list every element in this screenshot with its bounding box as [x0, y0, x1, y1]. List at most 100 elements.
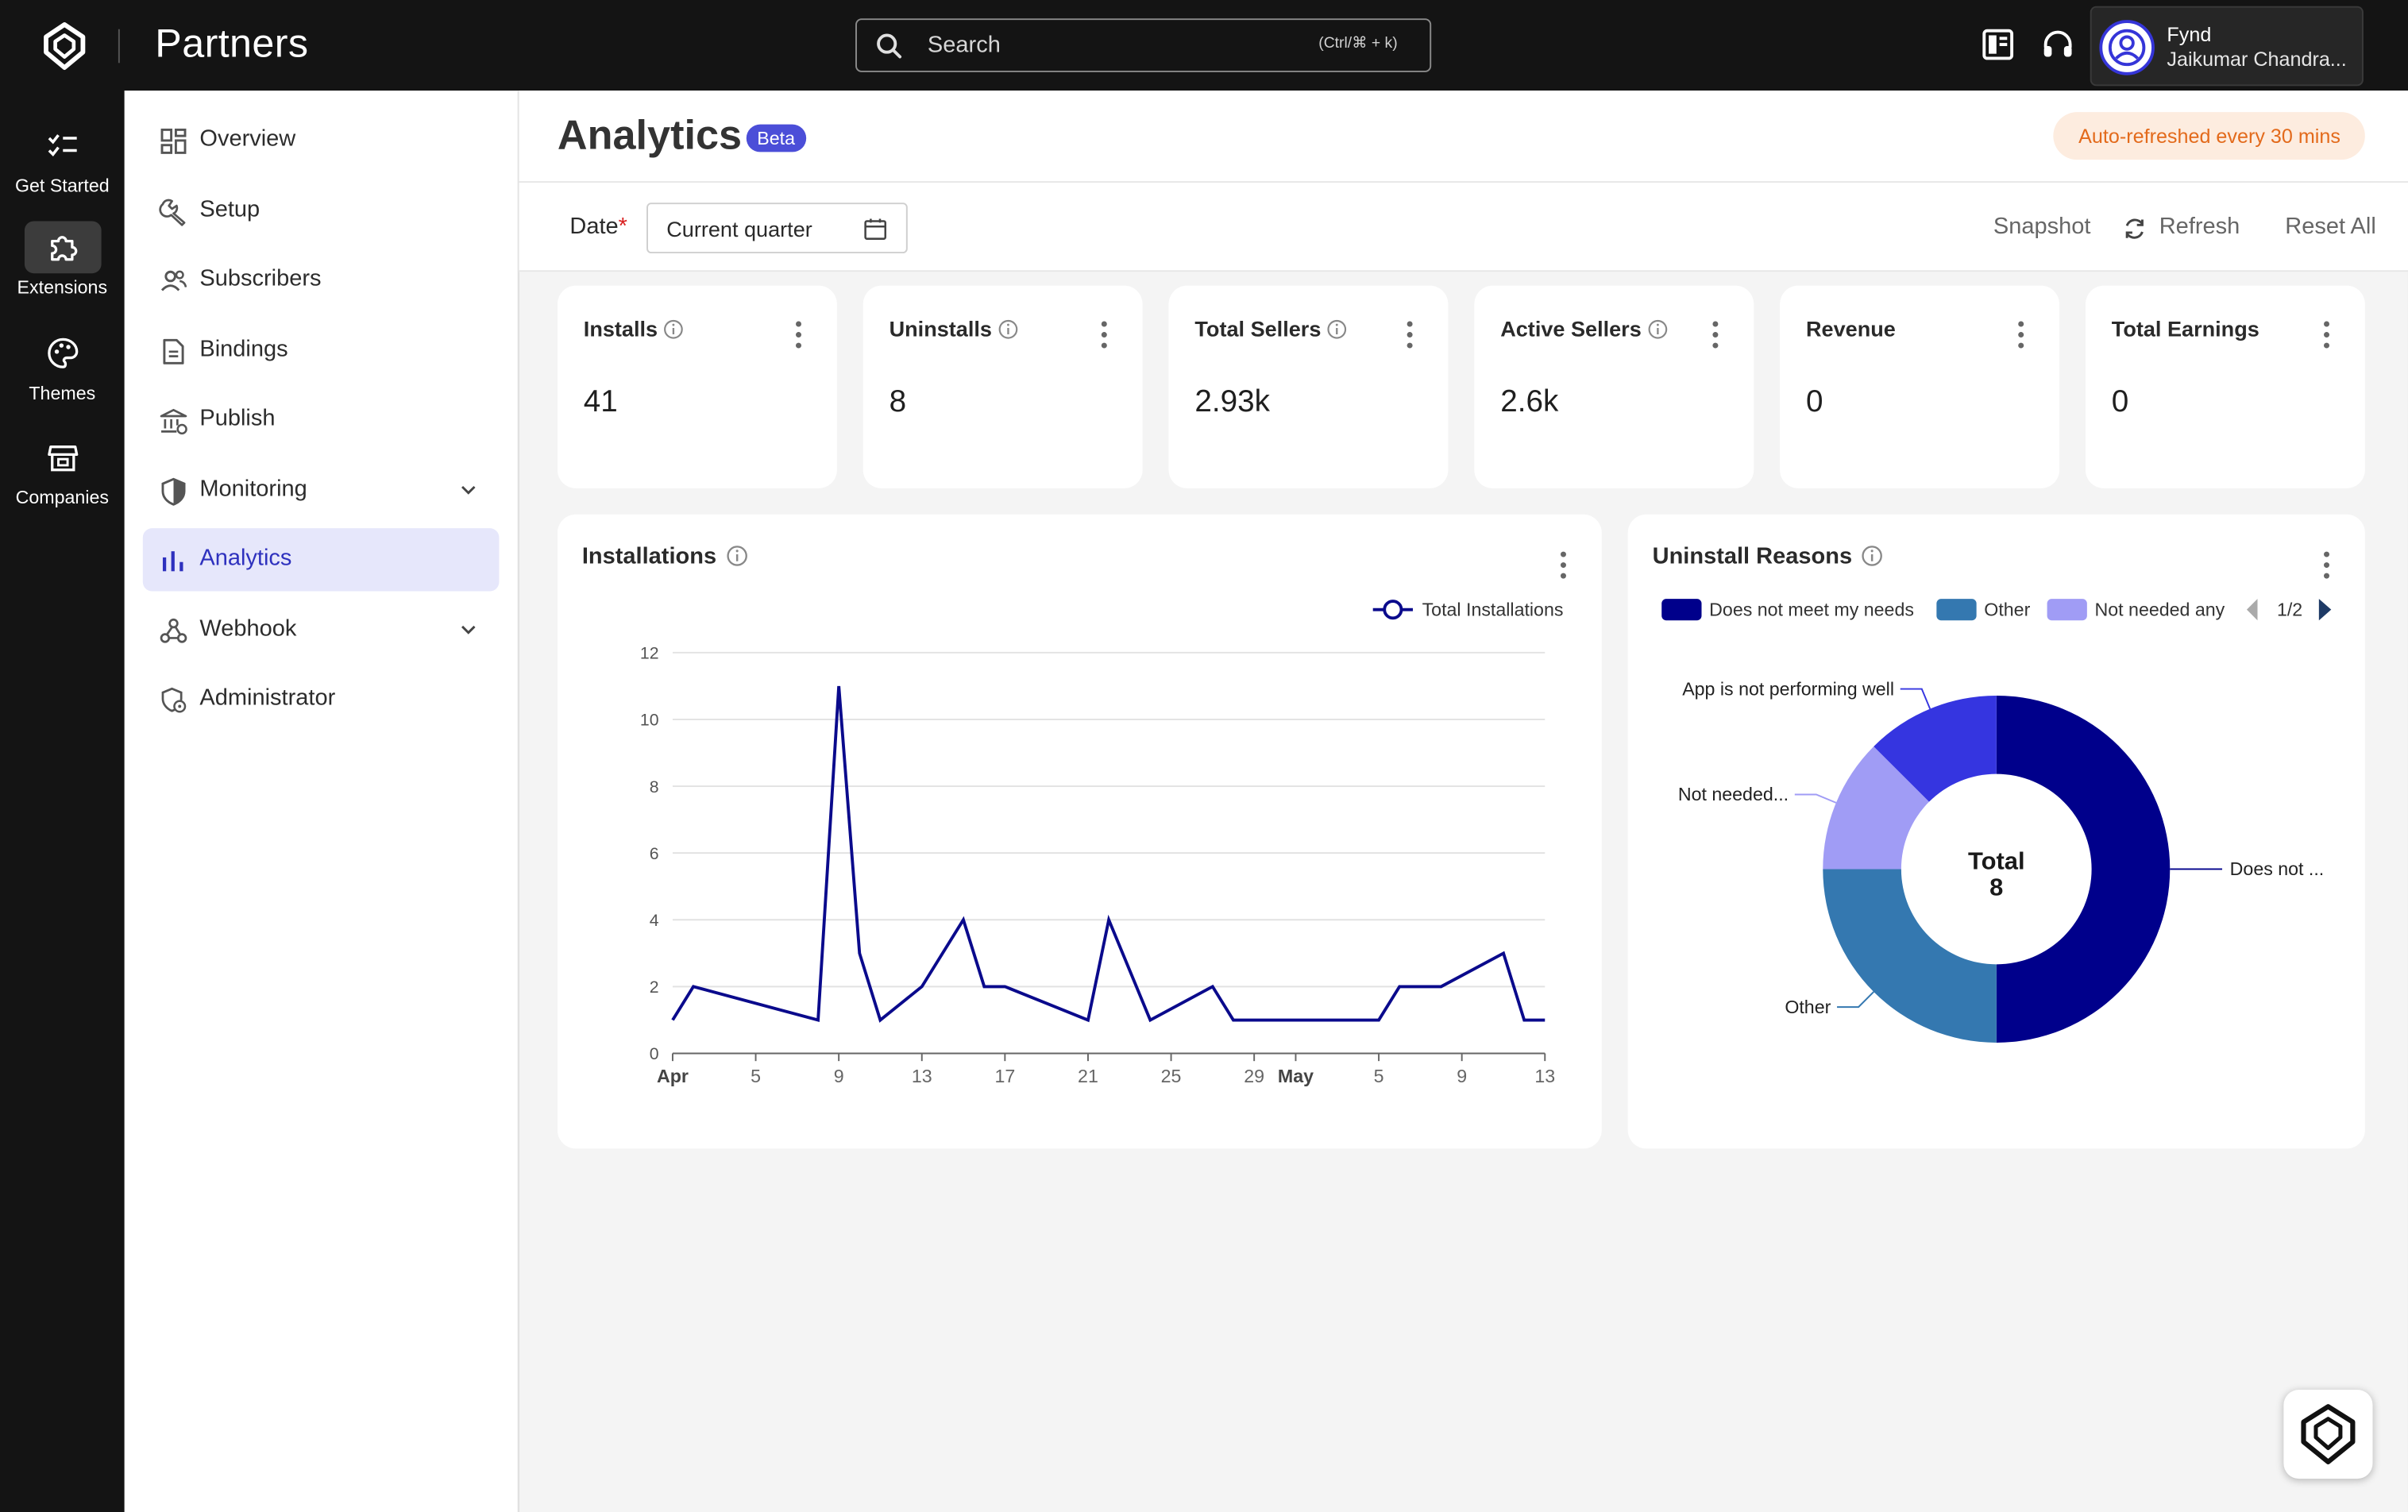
date-label: Date* [569, 214, 627, 240]
installations-line-chart: 0 2 4 6 8 10 12 Apr 5 9 13 17 21 25 29 May 5 9 13 Total I… [640, 599, 1564, 1086]
info-icon[interactable] [998, 319, 1018, 339]
legend-prev-icon[interactable] [2246, 599, 2258, 621]
info-icon[interactable] [664, 319, 684, 339]
bank-icon [160, 408, 187, 435]
profile-name: Fynd [2167, 23, 2212, 47]
card-title-text: Installations [581, 543, 717, 570]
kpi-title-text: Active Sellers [1500, 316, 1642, 341]
kpi-title: Active Sellers [1500, 316, 1667, 341]
x-tick-label: 29 [1244, 1066, 1264, 1086]
kpi-title: Total Sellers [1194, 316, 1347, 341]
more-vertical-icon[interactable] [2324, 551, 2330, 579]
fynd-logo-icon[interactable] [37, 18, 92, 74]
slice-label-leader [1794, 793, 1837, 804]
y-tick-label: 2 [650, 978, 659, 997]
puzzle-icon [50, 236, 77, 261]
legend-next-icon[interactable] [2318, 599, 2332, 621]
date-label-text: Date [569, 213, 619, 240]
more-vertical-icon[interactable] [796, 321, 802, 349]
more-vertical-icon[interactable] [2324, 321, 2330, 349]
sidebar-item-bindings[interactable]: Bindings [143, 319, 500, 382]
info-icon[interactable] [1327, 319, 1347, 339]
info-icon[interactable] [1648, 319, 1668, 339]
kpi-card-uninstalls: Uninstalls 8 [862, 285, 1143, 488]
sidebar-item-label: Administrator [199, 685, 336, 712]
legend-label[interactable]: Total Installations [1422, 599, 1564, 619]
kpi-title: Revenue [1806, 316, 1896, 341]
x-tick-label: Apr [657, 1066, 689, 1086]
info-icon[interactable] [726, 545, 747, 566]
search-placeholder: Search [927, 32, 1001, 59]
kpi-title-text: Installs [583, 316, 658, 341]
more-vertical-icon[interactable] [1712, 321, 1719, 349]
top-bar: Partners Search (Ctrl/⌘ + k) [0, 0, 2408, 91]
rail-item-themes[interactable]: Themes [0, 327, 125, 404]
snapshot-button[interactable]: Snapshot [1993, 213, 2091, 240]
reset-all-button[interactable]: Reset All [2285, 213, 2376, 240]
more-vertical-icon[interactable] [2018, 321, 2024, 349]
kpi-title-text: Total Earnings [2111, 316, 2259, 341]
sidebar-item-administrator[interactable]: Administrator [143, 668, 500, 731]
bar-chart-icon [162, 551, 183, 572]
uninstall-reasons-card: Uninstall Reasons Does not meet my needs… [1627, 514, 2365, 1149]
kpi-card-total-earnings: Total Earnings 0 [2085, 285, 2365, 488]
kpi-value: 0 [1805, 385, 1823, 419]
sidebar: Overview Setup Subscribers Bindings [124, 91, 519, 1512]
search-input[interactable]: Search (Ctrl/⌘ + k) [855, 18, 1432, 72]
legend-label[interactable]: Other [1984, 599, 2030, 619]
sidebar-item-publish[interactable]: Publish [143, 388, 500, 451]
rail-item-companies[interactable]: Companies [0, 431, 125, 508]
chevron-down-icon[interactable] [459, 620, 477, 638]
headset-icon[interactable] [2041, 28, 2075, 62]
sidebar-item-analytics[interactable]: Analytics [142, 528, 500, 592]
kpi-title-text: Total Sellers [1194, 316, 1322, 341]
sidebar-item-setup[interactable]: Setup [143, 179, 500, 242]
slice-label-leader [1900, 688, 1931, 709]
legend-label[interactable]: Not needed any [2095, 599, 2225, 619]
brand-separator [118, 29, 120, 64]
x-tick-label: May [1278, 1066, 1314, 1086]
user-icon [2108, 29, 2146, 67]
y-tick-label: 4 [650, 911, 659, 930]
donut-slice[interactable] [1823, 746, 1929, 870]
donut-slice[interactable] [1996, 695, 2171, 1043]
kpi-card-total-sellers: Total Sellers 2.93k [1168, 285, 1449, 488]
y-tick-label: 0 [650, 1044, 659, 1063]
more-vertical-icon[interactable] [1560, 551, 1567, 579]
slice-label-leader [1837, 991, 1874, 1009]
page-header: Analytics Beta Auto-refreshed every 30 m… [519, 91, 2408, 183]
date-range-picker[interactable]: Current quarter [646, 202, 908, 254]
rail-item-get-started[interactable]: Get Started [0, 120, 125, 197]
sidebar-item-subscribers[interactable]: Subscribers [143, 249, 500, 311]
filter-bar: Date* Current quarter Snapshot Refresh R… [519, 183, 2408, 272]
x-tick-label: 9 [834, 1066, 844, 1086]
sidebar-item-overview[interactable]: Overview [143, 109, 500, 172]
avatar [2099, 20, 2155, 75]
assistant-fab-button[interactable] [2283, 1389, 2373, 1479]
rail-item-extensions[interactable]: Extensions [0, 221, 125, 298]
sidebar-item-label: Bindings [199, 336, 288, 363]
donut-slice[interactable] [1823, 869, 1997, 1043]
docs-icon[interactable] [1981, 28, 2015, 62]
donut-slice[interactable] [1874, 695, 1997, 802]
y-tick-label: 8 [650, 777, 659, 796]
store-icon [47, 446, 78, 472]
refresh-icon[interactable] [2122, 217, 2147, 241]
x-tick-label: 5 [1374, 1066, 1384, 1086]
more-vertical-icon[interactable] [1407, 321, 1413, 349]
sidebar-item-webhook[interactable]: Webhook [143, 599, 500, 662]
profile-menu[interactable]: Fynd Jaikumar Chandra... [2090, 6, 2364, 87]
sidebar-item-monitoring[interactable]: Monitoring [143, 459, 500, 522]
info-icon[interactable] [1862, 545, 1883, 566]
sidebar-item-label: Publish [199, 405, 276, 432]
legend-label[interactable]: Does not meet my needs [1709, 599, 1914, 619]
brand-name: Partners [155, 20, 309, 67]
refresh-button[interactable]: Refresh [2159, 213, 2240, 240]
more-vertical-icon[interactable] [1101, 321, 1107, 349]
kpi-value: 41 [583, 385, 618, 419]
chevron-down-icon[interactable] [459, 480, 477, 499]
rail-label: Extensions [17, 276, 108, 299]
document-icon [163, 338, 184, 364]
y-tick-label: 12 [640, 644, 659, 663]
